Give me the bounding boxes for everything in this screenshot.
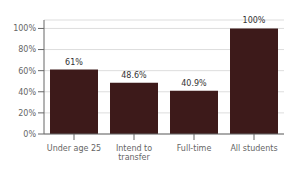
svg-text:Intend totransfer: Intend totransfer — [116, 144, 152, 162]
svg-text:100%: 100% — [243, 16, 266, 25]
svg-text:40%: 40% — [18, 88, 36, 97]
svg-text:40.9%: 40.9% — [181, 79, 207, 88]
svg-text:Under age 25: Under age 25 — [47, 144, 101, 153]
svg-text:All students: All students — [230, 144, 277, 153]
svg-text:60%: 60% — [18, 67, 36, 76]
svg-text:0%: 0% — [23, 130, 36, 139]
svg-text:61%: 61% — [65, 58, 83, 67]
svg-text:Full-time: Full-time — [177, 144, 212, 153]
svg-text:20%: 20% — [18, 109, 36, 118]
svg-text:100%: 100% — [13, 24, 36, 33]
svg-text:80%: 80% — [18, 45, 36, 54]
svg-text:48.6%: 48.6% — [121, 71, 147, 80]
